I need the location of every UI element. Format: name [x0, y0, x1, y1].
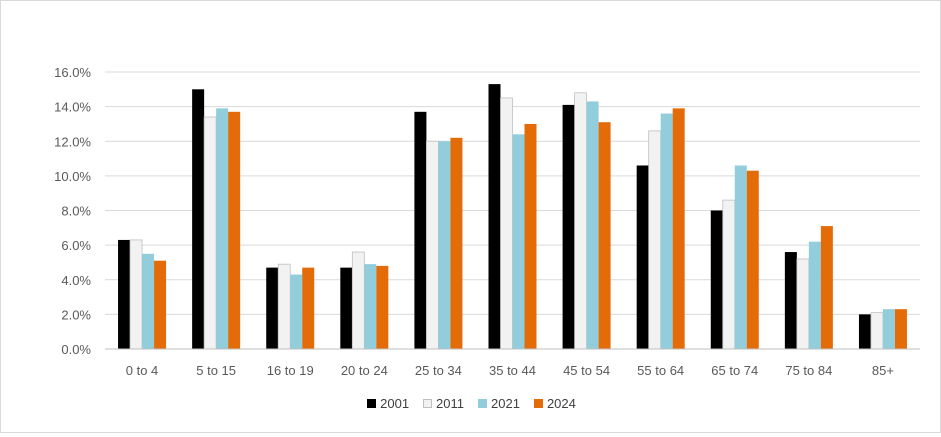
x-tick-label: 75 to 84	[785, 363, 832, 378]
bar-2021-3	[290, 274, 303, 349]
bar-2021-4	[364, 264, 377, 349]
bar-2011-2	[203, 116, 217, 350]
x-tick-label: 20 to 24	[341, 363, 388, 378]
bar-2001-9	[710, 210, 723, 349]
bar-2021-7	[586, 101, 599, 350]
bar-2021-11	[882, 309, 895, 349]
bar-2001-2	[192, 89, 205, 349]
bar-2011-10	[796, 258, 810, 350]
bar-2001-6	[488, 84, 501, 350]
x-tick-label: 35 to 44	[489, 363, 536, 378]
bar-2011-7	[574, 92, 587, 350]
legend-item-2001: 2001	[367, 396, 409, 411]
y-tick-label: 6.0%	[61, 238, 91, 253]
legend-swatch	[367, 399, 377, 408]
bar-2001-1	[118, 239, 131, 349]
legend-swatch	[423, 399, 433, 408]
bar-2024-7	[598, 122, 611, 349]
bar-2001-3	[266, 267, 279, 349]
bar-2024-3	[302, 267, 315, 349]
bar-2011-5	[426, 140, 439, 350]
bar-2021-6	[512, 134, 525, 349]
bar-2011-4	[351, 251, 365, 350]
bar-2024-11	[894, 309, 907, 349]
bar-2021-5	[438, 141, 451, 349]
y-tick-label: 10.0%	[54, 169, 91, 184]
bar-2001-10	[784, 252, 797, 349]
y-tick-label: 2.0%	[61, 307, 91, 322]
bar-2024-5	[450, 137, 463, 349]
bar-2021-9	[734, 165, 747, 349]
bar-2024-10	[820, 226, 833, 349]
legend: 2001 2011 2021 2024	[1, 396, 941, 411]
x-tick-label: 55 to 64	[637, 363, 684, 378]
y-tick-label: 16.0%	[54, 65, 91, 80]
bar-2024-1	[154, 260, 167, 349]
bar-2024-9	[746, 170, 759, 349]
x-tick-label: 25 to 34	[415, 363, 462, 378]
x-tick-label: 45 to 54	[563, 363, 610, 378]
x-tick-label: 85+	[872, 363, 894, 378]
bar-2001-7	[562, 104, 575, 349]
legend-label: 2001	[380, 396, 410, 411]
bar-2011-11	[870, 312, 884, 350]
y-tick-label: 14.0%	[54, 100, 91, 115]
y-tick-label: 4.0%	[61, 273, 91, 288]
bar-2001-8	[636, 165, 649, 349]
y-tick-label: 8.0%	[61, 204, 91, 219]
legend-item-2011: 2011	[423, 396, 464, 411]
legend-item-2021: 2021	[478, 396, 520, 411]
bar-2021-1	[142, 253, 155, 349]
bar-2021-2	[216, 108, 229, 349]
bar-2011-6	[500, 97, 513, 350]
bar-2001-11	[858, 314, 871, 349]
bar-2021-10	[808, 241, 821, 349]
bar-2024-8	[672, 108, 685, 349]
bar-2021-8	[660, 113, 673, 349]
legend-item-2024: 2024	[533, 396, 576, 411]
bar-2001-5	[414, 111, 427, 349]
bar-2024-6	[524, 123, 537, 349]
bar-2011-3	[277, 263, 291, 350]
legend-label: 2024	[546, 396, 576, 411]
y-tick-label: 12.0%	[54, 134, 91, 149]
bar-2011-8	[648, 130, 662, 350]
x-tick-label: 16 to 19	[267, 363, 314, 378]
legend-swatch	[533, 399, 543, 408]
bar-2024-2	[228, 111, 241, 349]
bar-2024-4	[376, 265, 389, 349]
bar-2001-4	[340, 267, 353, 349]
legend-label: 2011	[436, 396, 465, 411]
legend-swatch	[478, 399, 488, 408]
x-tick-label: 65 to 74	[711, 363, 758, 378]
y-tick-label: 0.0%	[61, 342, 91, 357]
x-tick-label: 5 to 15	[196, 363, 236, 378]
legend-label: 2021	[491, 396, 520, 411]
bar-2011-9	[722, 199, 736, 350]
bar-2011-1	[129, 239, 143, 350]
x-tick-label: 0 to 4	[126, 363, 159, 378]
